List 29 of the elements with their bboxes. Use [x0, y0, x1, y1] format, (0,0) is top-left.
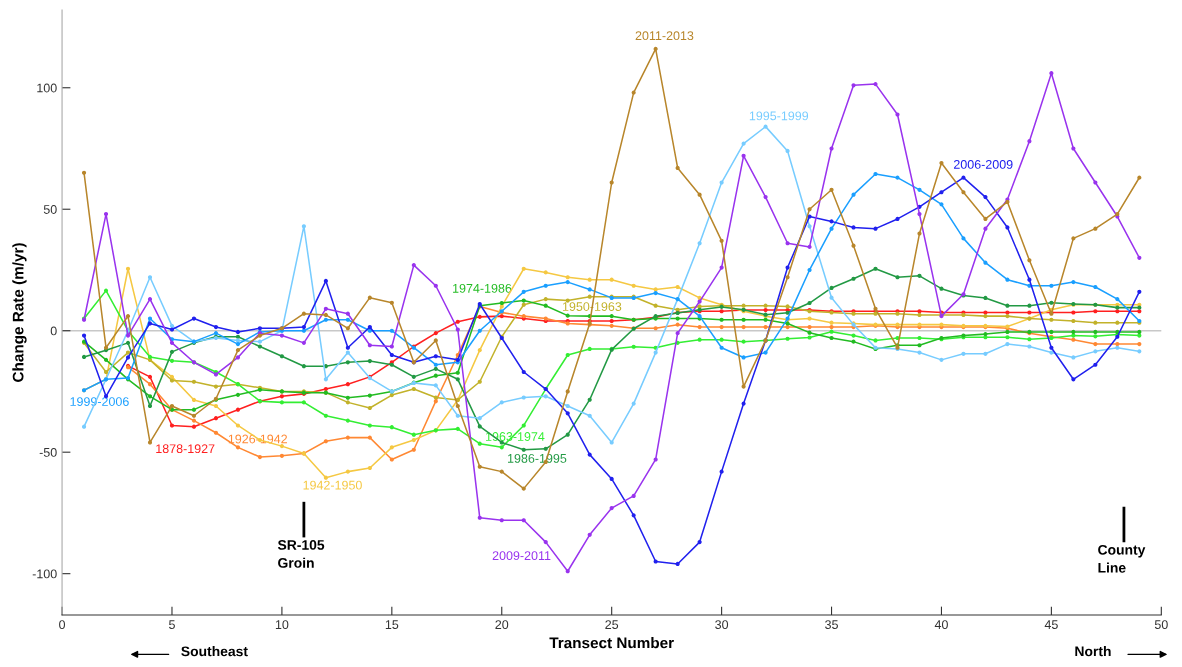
series-label: 1995-1999	[749, 111, 809, 121]
x-tick-label: 35	[825, 620, 838, 630]
x-tick-label: 5	[169, 620, 175, 630]
text: North	[1075, 646, 1111, 657]
x-tick-label: 10	[275, 620, 289, 630]
y-tick-label: -100	[32, 569, 57, 579]
y-tick-label: -50	[39, 447, 57, 457]
x-tick-label: 45	[1044, 620, 1058, 630]
series-label: 1878-1927	[156, 444, 215, 454]
y-tick-label: 100	[37, 83, 57, 93]
annotation: SR-105 Groin	[277, 540, 325, 568]
x-tick-label: 20	[495, 620, 509, 630]
series-label: 2011-2013	[635, 31, 694, 41]
y-tick-label: 0	[50, 326, 57, 336]
series-label: 2009-2011	[492, 551, 551, 561]
annotation: County Line	[1098, 544, 1146, 573]
x-tick-label: 30	[715, 620, 729, 630]
y-tick-label: 50	[43, 205, 57, 214]
series-label: 1974-1986	[453, 283, 512, 293]
text: Southeast	[181, 646, 248, 657]
x-tick-label: 15	[385, 620, 399, 630]
y-axis-title: Change Rate (m/yr)	[12, 243, 27, 382]
x-tick-label: 50	[1154, 620, 1168, 630]
x-tick-label: 0	[59, 620, 66, 630]
x-axis-title: Transect Number	[549, 637, 674, 649]
x-tick-label: 25	[605, 620, 619, 630]
series-label: 2006-2009	[953, 160, 1013, 169]
series-label: 1942-1950	[303, 480, 362, 490]
x-tick-label: 40	[934, 620, 948, 630]
